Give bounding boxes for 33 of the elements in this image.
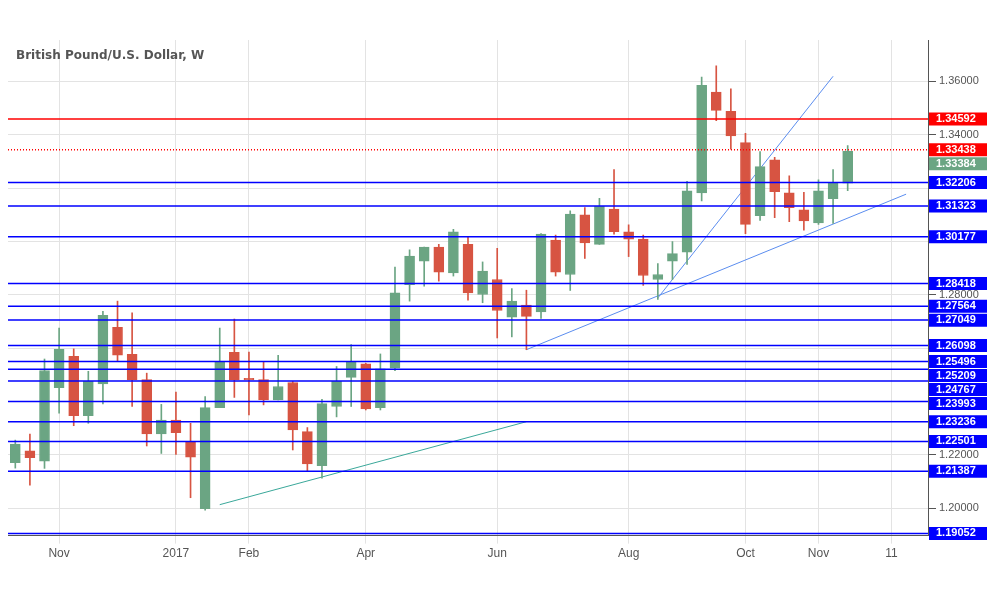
x-tick-label: Apr (356, 546, 376, 561)
x-tick-label: 11 (885, 546, 899, 561)
ref-line-label: 1.22501 (936, 434, 976, 447)
ref-line-label: 1.23993 (936, 396, 976, 409)
x-tick-label: Nov (807, 546, 830, 561)
text: 1.33384 (936, 156, 977, 169)
ref-line-label: 1.24767 (936, 382, 976, 395)
ref-line-label: 1.23236 (936, 414, 976, 427)
ref-line-label: 1.26098 (936, 338, 976, 351)
text: British Pound/U.S. Dollar, W (16, 48, 205, 63)
y-tick-label: 1.28000 (939, 287, 979, 300)
y-tick-label: 1.34000 (939, 127, 979, 140)
ref-line-label: 1.21387 (936, 464, 976, 477)
ref-line-label: 1.25209 (936, 368, 976, 381)
x-tick-label: Feb (238, 546, 260, 561)
y-tick-label: 1.20000 (939, 501, 979, 514)
ref-line-label: 1.34592 (936, 111, 976, 124)
x-tick-label: Jun (487, 546, 507, 561)
x-tick-label: Nov (48, 546, 70, 561)
y-tick-label: 1.36000 (939, 74, 979, 87)
y-tick-label: 1.22000 (939, 447, 979, 460)
x-tick-label: Aug (617, 546, 640, 561)
ref-line-label: 1.28418 (936, 276, 976, 289)
ref-line-label: 1.19052 (936, 526, 976, 539)
x-tick-label: 2017 (162, 546, 190, 561)
ref-line-label: 1.25496 (936, 354, 976, 367)
ref-line-label: 1.30177 (936, 229, 976, 242)
ref-line-label: 1.27564 (936, 299, 977, 312)
ref-line-label: 1.33438 (936, 142, 976, 155)
ref-line-label: 1.31323 (936, 199, 976, 212)
x-tick-label: Oct (736, 546, 756, 561)
ref-line-label: 1.32206 (936, 175, 976, 188)
ref-line-label: 1.27049 (936, 313, 976, 326)
